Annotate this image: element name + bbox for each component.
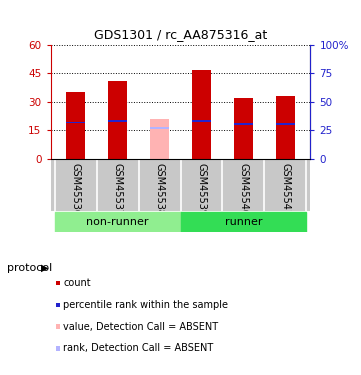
Bar [108, 81, 127, 159]
Text: ▶: ▶ [42, 263, 49, 273]
Text: GSM45536: GSM45536 [71, 163, 81, 216]
Bar [55, 211, 180, 232]
Text: percentile rank within the sample: percentile rank within the sample [63, 300, 228, 310]
Bar [66, 122, 85, 123]
Bar [108, 120, 127, 122]
Bar [150, 127, 169, 129]
Text: GSM45537: GSM45537 [113, 163, 123, 216]
Text: GSM45539: GSM45539 [196, 163, 206, 216]
Text: protocol: protocol [7, 263, 52, 273]
Text: count: count [63, 278, 91, 288]
Bar [192, 70, 211, 159]
Bar [192, 120, 211, 122]
Text: non-runner: non-runner [86, 217, 149, 227]
Text: GSM45538: GSM45538 [155, 163, 165, 216]
Bar [276, 96, 295, 159]
Bar [234, 98, 253, 159]
Text: runner: runner [225, 217, 262, 227]
Bar [180, 211, 306, 232]
Text: value, Detection Call = ABSENT: value, Detection Call = ABSENT [63, 322, 218, 332]
Bar [276, 123, 295, 124]
Title: GDS1301 / rc_AA875316_at: GDS1301 / rc_AA875316_at [94, 28, 267, 41]
Bar [66, 93, 85, 159]
Bar [150, 119, 169, 159]
Text: GSM45540: GSM45540 [238, 163, 248, 216]
Text: rank, Detection Call = ABSENT: rank, Detection Call = ABSENT [63, 344, 213, 353]
Bar [234, 123, 253, 124]
Text: GSM45541: GSM45541 [280, 163, 290, 216]
